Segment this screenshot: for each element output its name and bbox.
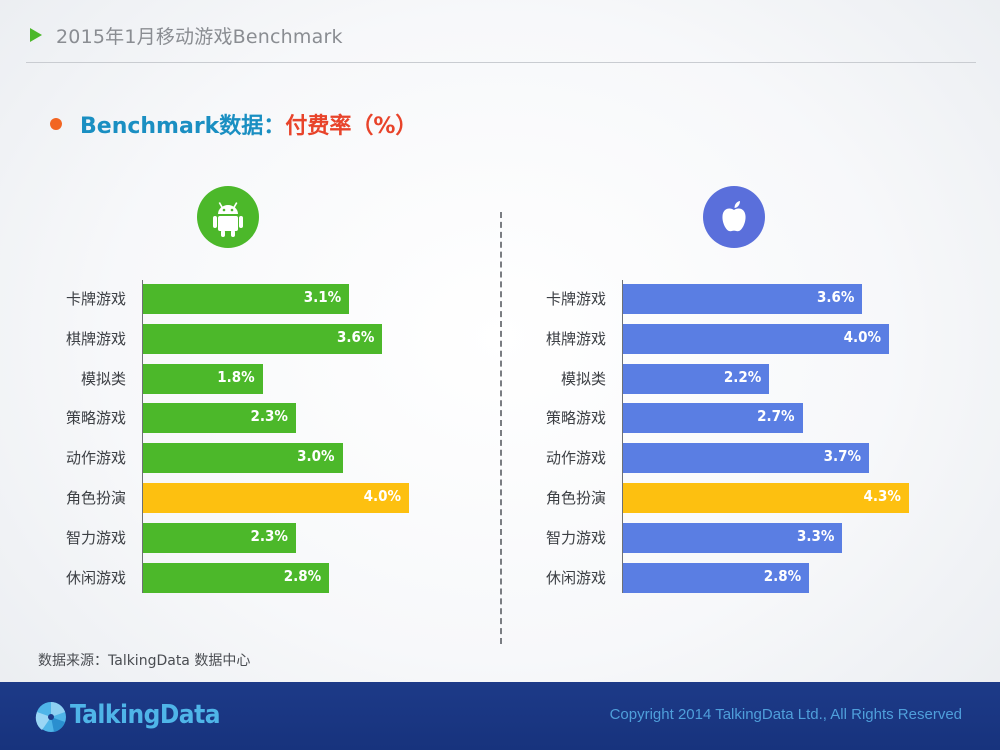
data-label: 4.3% bbox=[863, 487, 901, 505]
bar-row: 智力游戏 2.3% bbox=[0, 522, 500, 553]
android-pay-rate-chart: 卡牌游戏 3.1% 棋牌游戏 3.6% 模拟类 1.8% 策略游戏 2.3% 动作游戏 3.0% 角… bbox=[0, 280, 500, 600]
category-label: 模拟类 bbox=[560, 369, 606, 388]
bar: 4.3% bbox=[623, 483, 909, 513]
bar: 2.8% bbox=[143, 562, 330, 593]
category-label: 休闲游戏 bbox=[545, 568, 606, 587]
data-label: 3.6% bbox=[336, 327, 375, 346]
bar-row: 动作游戏 3.0% bbox=[0, 443, 500, 474]
bar-row: 卡牌游戏 3.1% bbox=[0, 284, 500, 314]
data-label: 3.0% bbox=[297, 447, 335, 466]
bar: 3.7% bbox=[623, 443, 870, 474]
category-label: 智力游戏 bbox=[65, 528, 126, 547]
android-icon bbox=[197, 186, 259, 248]
bar-row: 休闲游戏 2.8% bbox=[480, 562, 980, 593]
subtitle-metric: 付费率（%） bbox=[285, 114, 418, 139]
page-title: 2015年1月移动游戏Benchmark bbox=[56, 26, 343, 48]
category-label: 休闲游戏 bbox=[65, 568, 126, 587]
category-label: 模拟类 bbox=[80, 369, 126, 388]
bar-row: 角色扮演 4.3% bbox=[480, 483, 980, 513]
category-label: 角色扮演 bbox=[545, 489, 606, 507]
bar: 2.7% bbox=[623, 403, 803, 434]
bar-row: 棋牌游戏 4.0% bbox=[480, 323, 980, 354]
bar-row: 棋牌游戏 3.6% bbox=[0, 323, 500, 354]
bar: 4.0% bbox=[623, 323, 889, 354]
ios-pay-rate-chart: 卡牌游戏 3.6% 棋牌游戏 4.0% 模拟类 2.2% 策略游戏 2.7% 动作游戏 3.7% 角… bbox=[480, 280, 980, 600]
data-label: 2.7% bbox=[757, 407, 795, 426]
bar-row: 角色扮演 4.0% bbox=[0, 483, 500, 513]
bullet-dot-icon bbox=[50, 118, 62, 130]
data-label: 4.0% bbox=[363, 487, 401, 505]
category-label: 策略游戏 bbox=[545, 409, 606, 428]
data-label: 3.6% bbox=[816, 288, 855, 306]
copyright-text: Copyright 2014 TalkingData Ltd., All Rig… bbox=[609, 706, 962, 723]
data-label: 2.8% bbox=[283, 566, 322, 585]
bar-row: 智力游戏 3.3% bbox=[480, 522, 980, 553]
subtitle-label: Benchmark数据： bbox=[80, 114, 286, 139]
bar-row: 模拟类 2.2% bbox=[480, 363, 980, 394]
category-label: 动作游戏 bbox=[65, 449, 126, 468]
apple-icon bbox=[703, 186, 765, 248]
bar-row: 策略游戏 2.3% bbox=[0, 403, 500, 434]
bar: 3.0% bbox=[143, 443, 343, 474]
bar: 2.8% bbox=[623, 562, 810, 593]
logo-wordmark: TalkingData bbox=[70, 700, 221, 730]
bar: 1.8% bbox=[143, 363, 263, 394]
bar-row: 休闲游戏 2.8% bbox=[0, 562, 500, 593]
platform-divider bbox=[500, 212, 502, 644]
data-label: 2.3% bbox=[250, 526, 288, 545]
bar-row: 策略游戏 2.7% bbox=[480, 403, 980, 434]
bar-row: 动作游戏 3.7% bbox=[480, 443, 980, 474]
chart-axis bbox=[622, 280, 623, 593]
footer-bar: TalkingData Copyright 2014 TalkingData L… bbox=[0, 682, 1000, 750]
data-label: 2.2% bbox=[723, 367, 762, 386]
bar: 3.1% bbox=[143, 284, 350, 314]
category-label: 智力游戏 bbox=[545, 528, 606, 547]
category-label: 棋牌游戏 bbox=[545, 329, 606, 348]
category-label: 卡牌游戏 bbox=[65, 290, 126, 308]
bar: 4.0% bbox=[143, 483, 409, 513]
data-source-note: 数据来源：TalkingData 数据中心 bbox=[38, 653, 251, 669]
bar-row: 卡牌游戏 3.6% bbox=[480, 284, 980, 314]
header-divider bbox=[26, 62, 976, 63]
data-label: 3.3% bbox=[797, 526, 835, 545]
data-label: 4.0% bbox=[843, 327, 881, 346]
bar-row: 模拟类 1.8% bbox=[0, 363, 500, 394]
category-label: 策略游戏 bbox=[65, 409, 126, 428]
bar: 2.2% bbox=[623, 363, 770, 394]
play-arrow-icon bbox=[30, 28, 42, 42]
category-label: 卡牌游戏 bbox=[545, 290, 606, 308]
data-label: 2.8% bbox=[763, 566, 802, 585]
bar: 3.6% bbox=[623, 284, 863, 314]
chart-axis bbox=[142, 280, 143, 593]
category-label: 动作游戏 bbox=[545, 449, 606, 468]
data-label: 3.1% bbox=[303, 288, 342, 306]
data-label: 1.8% bbox=[217, 367, 255, 386]
category-label: 角色扮演 bbox=[65, 489, 126, 507]
data-label: 2.3% bbox=[250, 407, 288, 426]
bar: 2.3% bbox=[143, 403, 296, 434]
bar: 3.6% bbox=[143, 323, 383, 354]
bar: 3.3% bbox=[623, 522, 843, 553]
slide-header: 2015年1月移动游戏Benchmark bbox=[0, 0, 1000, 64]
talkingdata-logo-icon bbox=[35, 702, 66, 732]
category-label: 棋牌游戏 bbox=[65, 329, 126, 348]
bar: 2.3% bbox=[143, 522, 296, 553]
data-label: 3.7% bbox=[823, 447, 862, 466]
